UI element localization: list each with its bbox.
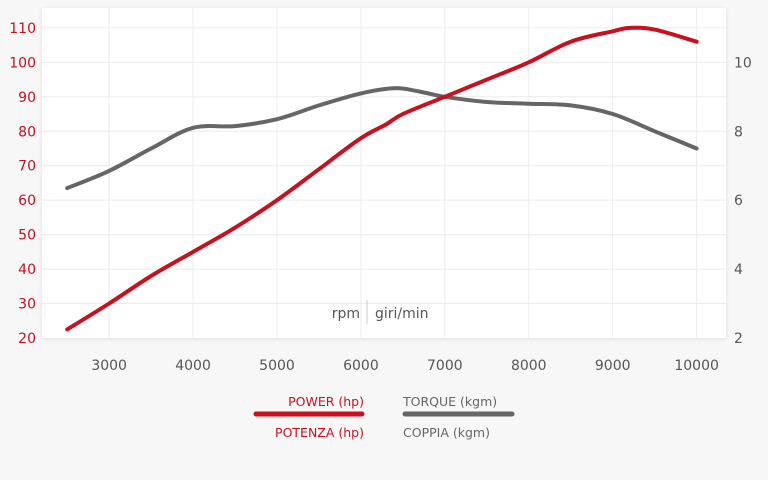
plot-panel: [42, 8, 726, 338]
x-tick-label: 5000: [259, 358, 295, 374]
y-right-tick-label: 6: [734, 193, 743, 209]
power-series-line: [65, 25, 699, 332]
x-tick-label: 3000: [91, 358, 127, 374]
y-left-tick-label: 20: [18, 331, 36, 347]
x-axis-label-giri: giri/min: [375, 306, 429, 322]
y-left-tick-label: 70: [18, 159, 36, 175]
x-tick-label: 7000: [427, 358, 463, 374]
y-right-tick-label: 10: [734, 55, 752, 71]
x-axis-label: rpm giri/min: [332, 300, 429, 324]
x-tick-label: 6000: [343, 358, 379, 374]
grid-layer: [42, 8, 726, 338]
y-left-tick-label: 80: [18, 124, 36, 140]
x-tick-label: 9000: [595, 358, 631, 374]
legend-power-label-alt: POTENZA (hp): [275, 425, 364, 440]
legend: POWER (hp) POTENZA (hp) TORQUE (kgm) COP…: [253, 394, 515, 440]
y-left-tick-label: 110: [9, 21, 36, 37]
x-tick-label: 8000: [511, 358, 547, 374]
x-tick-label: 10000: [674, 358, 719, 374]
torque-series-line: [65, 86, 699, 191]
series-layer: [65, 25, 699, 332]
y-right-tick-label: 8: [734, 124, 743, 140]
legend-torque-label: TORQUE (kgm): [402, 394, 497, 409]
y-left-tick-label: 90: [18, 90, 36, 106]
y-left-tick-label: 30: [18, 297, 36, 313]
y-left-tick-label: 60: [18, 193, 36, 209]
y-left-tick-label: 100: [9, 55, 36, 71]
legend-torque-label-alt: COPPIA (kgm): [403, 425, 490, 440]
x-tick-label: 4000: [175, 358, 211, 374]
x-axis-label-rpm: rpm: [332, 306, 360, 322]
y-right-tick-label: 2: [734, 331, 743, 347]
y-left-tick-label: 50: [18, 228, 36, 244]
y-right-tick-label: 4: [734, 262, 743, 278]
y-left-tick-label: 40: [18, 262, 36, 278]
tick-layer: 20 30 40 50 60 70 80 90 100 110 2 4 6 8 10 3000 4000 5000…: [9, 21, 752, 374]
legend-power-label: POWER (hp): [288, 394, 364, 409]
